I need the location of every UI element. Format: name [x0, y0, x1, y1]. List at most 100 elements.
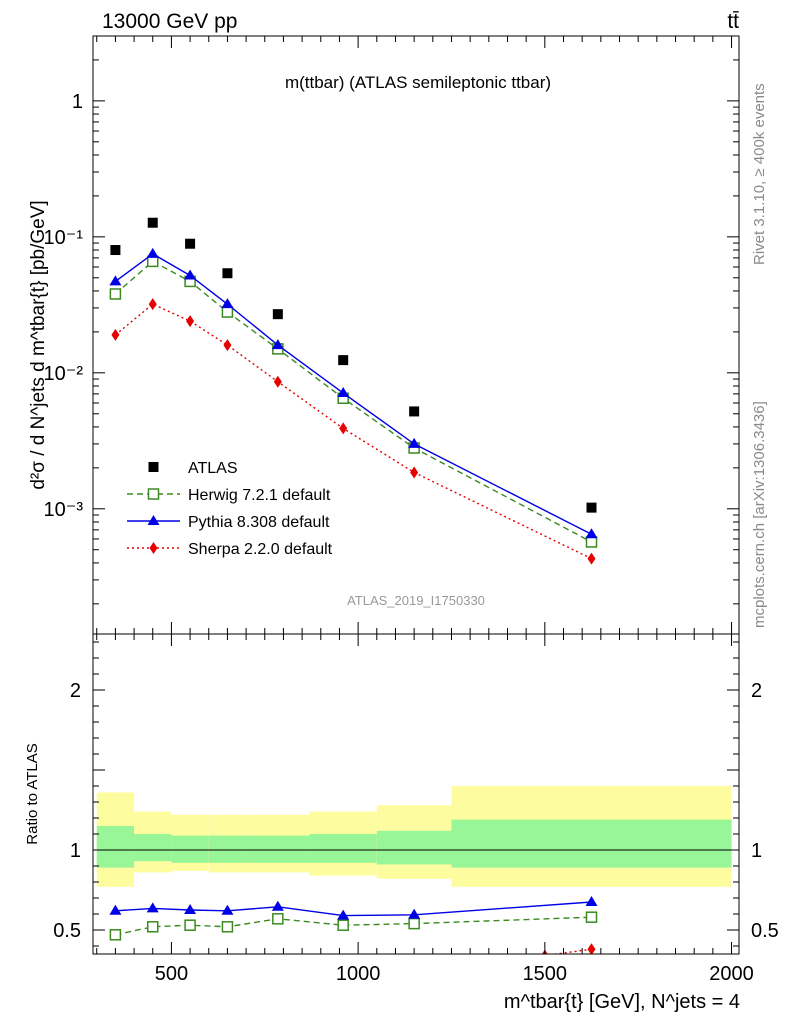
ratio-data-point: [587, 943, 596, 954]
green-band: [208, 835, 247, 863]
mcplots-label: mcplots.cern.ch [arXiv:1306.3436]: [751, 401, 768, 628]
data-point: [338, 355, 349, 366]
ratio-y-axis-label: Ratio to ATLAS: [24, 743, 41, 844]
data-point: [148, 298, 157, 311]
green-band: [171, 835, 209, 863]
ratio-y-tick-label: 1: [70, 840, 81, 862]
main-y-ticks: 1 10⁻¹ 10⁻² 10⁻³: [44, 35, 739, 605]
legend-marker: [149, 542, 158, 554]
ratio-series-pythia-8-308-default: [109, 896, 598, 920]
series-pythia-8-308-default: [109, 247, 598, 539]
ratio-series-line-herwig-7-2-1-default: [115, 916, 592, 936]
green-band: [376, 830, 452, 865]
ratio-x-ticks: 500 1000 1500 2000: [96, 634, 754, 985]
series-sherpa-2-2-0-default: [111, 298, 596, 565]
rivet-version-label: Rivet 3.1.10, ≥ 400k events: [751, 83, 768, 265]
data-point: [587, 552, 596, 565]
ratio-y-tick-label-right: 1: [751, 840, 762, 862]
green-band: [134, 834, 172, 862]
ratio-data-point: [221, 904, 234, 915]
series-herwig-7-2-1-default: [109, 255, 598, 548]
ratio-data-point: [109, 904, 122, 915]
main-y-tick-label: 10⁻²: [44, 363, 84, 385]
analysis-watermark: ATLAS_2019_I1750330: [347, 593, 485, 608]
data-point: [109, 288, 122, 300]
legend-marker: [148, 462, 159, 472]
x-tick-label: 1500: [523, 963, 568, 985]
green-band: [451, 819, 732, 868]
data-point: [185, 238, 196, 249]
ratio-y-ticks: 0.5 0.5 1 1 2 2: [53, 641, 779, 947]
ratio-data-point: [146, 921, 159, 933]
green-band: [96, 826, 135, 868]
main-y-tick-label: 10⁻³: [44, 499, 84, 521]
ratio-uncertainty-bands: [96, 786, 732, 887]
legend-label: Sherpa 2.2.0 default: [188, 541, 333, 558]
ratio-y-tick-label-right: 2: [751, 680, 762, 702]
legend-label: Pythia 8.308 default: [188, 514, 330, 531]
ratio-panel-frame: [92, 633, 740, 955]
ratio-data-point: [184, 919, 196, 931]
ratio-panel: 0.5 0.5 1 1 2 2 500 1000 1500 2000 Ratio to ATLA…: [24, 633, 779, 1013]
ratio-data-point: [585, 911, 598, 923]
data-point: [273, 375, 282, 388]
ratio-series-group: [109, 896, 598, 954]
ratio-data-point: [337, 909, 350, 920]
ratio-y-tick-label: 2: [70, 680, 81, 702]
legend: ATLAS Herwig 7.2.1 default Pythia 8.308 de…: [127, 460, 333, 558]
series-atlas: [110, 217, 597, 513]
data-point: [109, 275, 122, 286]
ratio-data-point: [146, 902, 159, 913]
data-point: [409, 406, 420, 417]
data-point: [221, 306, 234, 318]
ratio-series-line-pythia-8-308-default: [115, 901, 592, 917]
x-tick-label: 1000: [336, 963, 381, 985]
data-point: [146, 247, 159, 258]
x-axis-label: m^tbar{t} [GeV], N^jets = 4: [504, 991, 740, 1013]
data-point: [586, 502, 597, 513]
data-point: [410, 466, 419, 479]
data-point: [271, 339, 284, 350]
ratio-data-point: [585, 896, 598, 906]
header-process-label: tt̄: [727, 10, 739, 33]
series-line-herwig-7-2-1-default: [114, 260, 592, 543]
data-point: [111, 328, 120, 341]
data-point: [585, 528, 598, 539]
main-x-ticks: [96, 36, 733, 634]
ratio-y-tick-label: 0.5: [53, 920, 81, 942]
data-point: [408, 437, 421, 448]
data-point: [184, 269, 197, 280]
ratio-series-herwig-7-2-1-default: [109, 911, 598, 941]
data-point: [272, 309, 283, 320]
data-point: [223, 339, 232, 352]
data-point: [221, 298, 234, 309]
green-band: [309, 834, 377, 863]
x-tick-label: 2000: [709, 963, 754, 985]
ratio-data-point: [184, 904, 197, 914]
legend-marker: [147, 515, 160, 525]
chart-title: m(ttbar) (ATLAS semileptonic ttbar): [285, 73, 551, 92]
series-line-pythia-8-308-default: [114, 253, 592, 535]
main-y-tick-label: 10⁻¹: [44, 227, 84, 249]
main-panel: 1 10⁻¹ 10⁻² 10⁻³ m(ttbar) (ATLAS semilepton…: [28, 35, 740, 635]
data-point: [146, 255, 159, 268]
ratio-data-point: [109, 929, 122, 941]
main-y-tick-label: 1: [72, 91, 83, 113]
ratio-series-sherpa-2-2-0-default: [541, 943, 596, 954]
data-point: [186, 315, 195, 328]
main-y-axis-label: d²σ / d N^jets d m^tbar{t} [pb/GeV]: [28, 200, 49, 489]
legend-label: ATLAS: [188, 460, 238, 477]
ratio-data-point: [408, 908, 421, 919]
data-point: [110, 245, 121, 256]
ratio-data-point: [408, 917, 420, 930]
ratio-data-point: [271, 900, 284, 911]
data-point: [339, 422, 348, 435]
ratio-series-line-sherpa-2-2-0-default: [551, 948, 592, 954]
header-energy-label: 13000 GeV pp: [102, 10, 237, 33]
legend-label: Herwig 7.2.1 default: [188, 487, 331, 504]
data-point: [337, 387, 350, 398]
data-point: [222, 268, 233, 279]
series-line-sherpa-2-2-0-default: [114, 303, 592, 560]
legend-marker: [147, 488, 160, 500]
